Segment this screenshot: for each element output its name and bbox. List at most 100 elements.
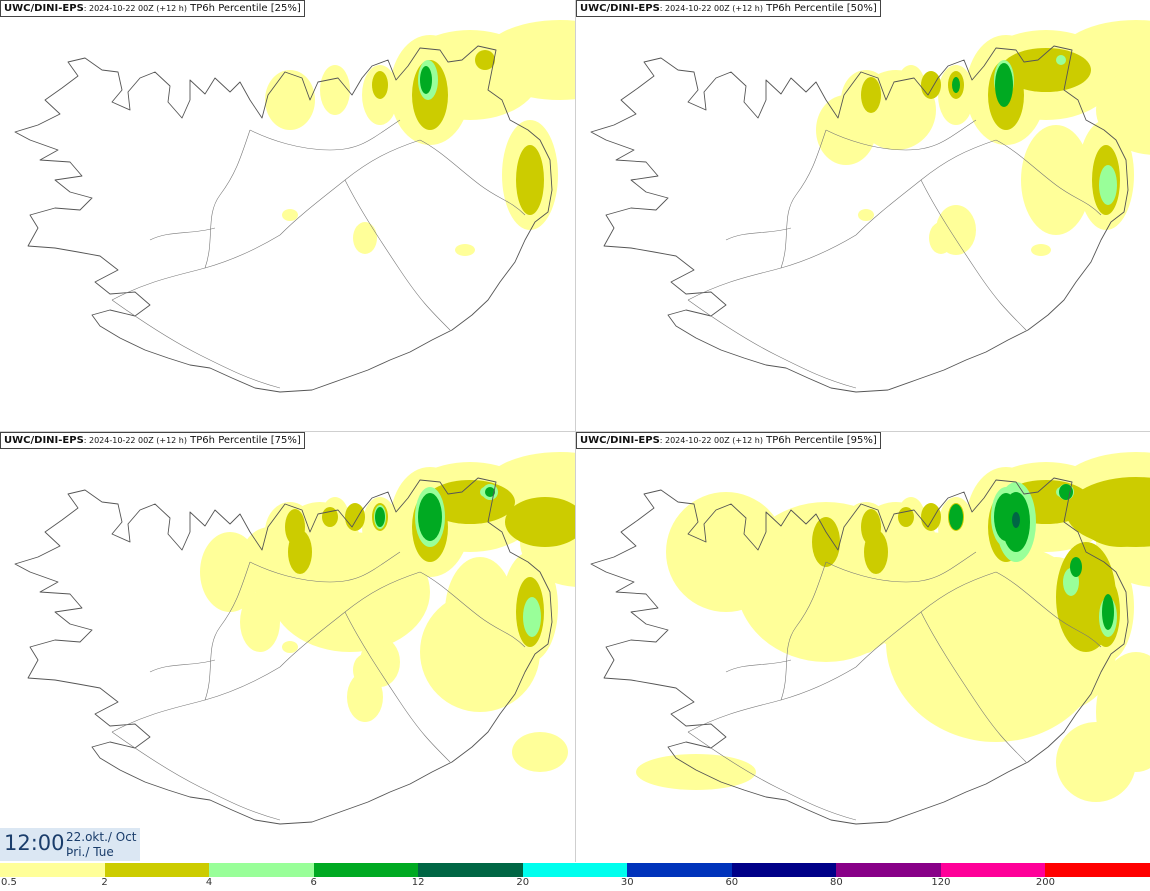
precip-map-p25 [14,20,575,393]
panel-title-p50: UWC/DINI-EPS: 2024-10-22 00Z (+12 h) TP6… [576,0,881,17]
precip-contour [345,503,365,531]
precip-contour [952,77,960,93]
coast-outline [14,477,553,825]
road-line [920,179,1027,331]
precip-contour [864,530,888,574]
legend-tick-label: 0.5 [1,877,17,888]
road-line [825,551,977,583]
precip-contour [1066,477,1150,547]
valid-time-clock: 12:00 [4,831,65,855]
run-info: : 2024-10-22 00Z (+12 h) [83,4,187,13]
precip-field [200,452,575,772]
road-line [111,666,281,733]
model-name: UWC/DINI-EPS [4,435,84,446]
legend-tick-label: 30 [620,877,634,888]
product-title: TP6h Percentile [75%] [190,435,301,446]
precip-contour [636,754,756,790]
legend-swatch [313,863,419,877]
precip-contour [372,71,388,99]
model-name: UWC/DINI-EPS [4,3,84,14]
road-line [725,659,792,673]
panel-title-p75: UWC/DINI-EPS: 2024-10-22 00Z (+12 h) TP6… [0,432,305,449]
precip-contour [455,244,475,256]
road-line [149,227,216,241]
panel-title-p25: UWC/DINI-EPS: 2024-10-22 00Z (+12 h) TP6… [0,0,305,17]
precip-contour [995,63,1013,107]
precip-contour [936,205,976,255]
precip-map-p50 [590,20,1150,393]
precip-field [816,20,1150,256]
precip-color-legend: 0.5 2 4 6 12 20 30 60 80 120 200 [0,862,1150,891]
road-line [687,731,857,821]
precip-contour [512,732,568,772]
legend-tick-label: 2 [101,877,108,888]
road-line [111,234,281,301]
precip-contour [523,597,541,637]
road-line [111,299,281,389]
precip-contour [322,507,338,527]
legend-tick-label: 200 [1035,877,1055,888]
road-line [279,139,421,236]
precip-contour [666,492,786,612]
precip-contour [949,504,963,530]
precip-field [265,20,575,256]
precip-contour [516,145,544,215]
precip-contour [240,592,280,652]
road-line [920,611,1027,763]
road-line [995,139,1102,216]
precip-contour [1056,55,1066,65]
legend-tick-label: 6 [310,877,317,888]
precip-contour [1096,65,1150,155]
map-panel-p95: UWC/DINI-EPS: 2024-10-22 00Z (+12 h) TP6… [576,432,1150,863]
precip-contour [200,532,260,612]
road-line [344,611,451,763]
product-title: TP6h Percentile [25%] [190,3,301,14]
legend-tick-label: 4 [205,877,213,888]
product-title: TP6h Percentile [95%] [766,435,877,446]
legend-swatch [418,863,524,877]
map-panel-p25: UWC/DINI-EPS: 2024-10-22 00Z (+12 h) TP6… [0,0,575,431]
road-line [687,666,857,733]
run-info: : 2024-10-22 00Z (+12 h) [83,436,187,445]
road-line [687,234,857,301]
precip-contour [418,493,442,541]
run-info: : 2024-10-22 00Z (+12 h) [659,4,763,13]
precip-contour [861,77,881,113]
road-line [687,299,857,389]
precip-contour [320,65,350,115]
precip-contour [420,66,432,94]
precip-contour [921,503,941,531]
legend-swatch [627,863,733,877]
precip-contour [1012,512,1020,528]
road-line [204,129,251,269]
legend-tick-label: 60 [725,877,739,888]
valid-date-line2: Þri./ Tue [66,845,114,859]
precip-contour [1102,594,1114,630]
precip-map-p95 [590,452,1150,825]
legend-tick-label: 12 [411,877,425,888]
legend-swatch [209,863,315,877]
panel-title-p95: UWC/DINI-EPS: 2024-10-22 00Z (+12 h) TP6… [576,432,881,449]
legend-swatch [731,863,837,877]
road-line [204,561,251,701]
road-line [995,571,1102,648]
panel-divider-horizontal [0,431,1150,432]
road-line [249,119,401,151]
precip-contour [282,209,298,221]
road-line [419,139,526,216]
road-line [855,139,997,236]
road-line [111,731,281,821]
precip-contour [812,517,840,567]
precip-contour [505,497,575,547]
road-line [780,129,827,269]
precip-map-p75 [14,452,575,825]
precip-contour [1099,165,1117,205]
precip-contour [375,507,385,527]
precip-contour [265,70,315,130]
precip-field [636,452,1150,802]
precip-contour [1001,48,1091,92]
road-line [344,179,451,331]
legend-swatch [104,863,210,877]
precip-contour [858,209,874,221]
legend-tick-label: 20 [516,877,530,888]
